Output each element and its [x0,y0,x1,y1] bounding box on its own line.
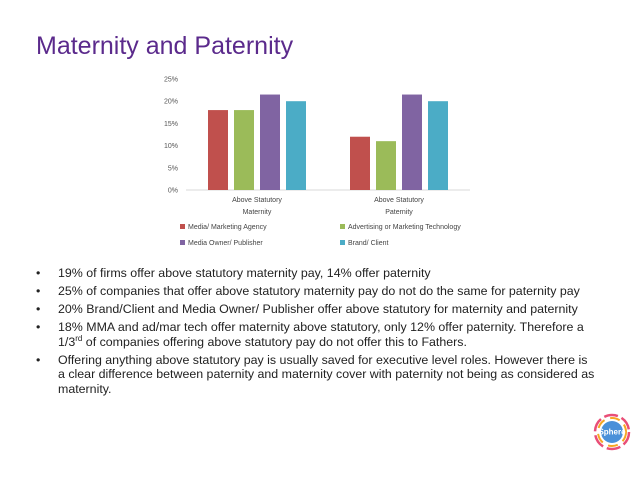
bar-maternity-series-1 [208,110,228,190]
y-tick-label: 20% [164,99,178,106]
y-tick-label: 0% [168,188,178,195]
bullet-text: 18% MMA and ad/mar tech offer maternity … [58,319,584,349]
legend-label: Advertising or Marketing Technology [348,224,461,231]
bullet-item: 18% MMA and ad/mar tech offer maternity … [36,320,596,349]
logo-text: Sphere [598,428,626,437]
bullet-text: 19% of firms offer above statutory mater… [58,266,431,280]
legend-label: Media/ Marketing Agency [188,224,267,231]
bar-chart: 0% 5% 10% 15% 20% 25% Above Statutory Maternity… [164,77,470,247]
bullet-list: 19% of firms offer above statutory mater… [36,266,596,400]
bar-maternity-series-2 [234,110,254,190]
bullet-text: 25% of companies that offer above statut… [58,283,580,298]
bullet-text: of companies offering above statutory pa… [82,334,467,349]
legend-swatch [180,224,185,229]
y-tick-label: 15% [164,121,178,128]
bar-paternity-series-2 [376,141,396,190]
bullet-item: 19% of firms offer above statutory mater… [36,266,596,281]
x-category-label: Maternity [243,209,272,216]
slide-title: Maternity and Paternity [36,32,294,60]
bar-paternity-series-3 [402,94,422,190]
legend-swatch [340,240,345,245]
legend-swatch [340,224,345,229]
x-category-label: Paternity [385,209,413,216]
bar-paternity-series-1 [350,136,370,190]
x-category-label: Above Statutory [374,197,424,204]
bullet-text: Offering anything above statutory pay is… [58,352,595,396]
legend-label: Brand/ Client [348,240,389,247]
bar-paternity-series-4 [428,101,448,190]
y-tick-label: 25% [164,77,178,84]
legend-label: Media Owner/ Publisher [188,240,263,247]
bar-maternity-series-3 [260,94,280,190]
bullet-text: 20% Brand/Client and Media Owner/ Publis… [58,301,578,316]
y-tick-label: 5% [168,165,178,172]
bar-maternity-series-4 [286,101,306,190]
bullet-item: 25% of companies that offer above statut… [36,284,596,299]
x-category-label: Above Statutory [232,197,282,204]
sphere-logo: Sphere [593,413,631,451]
bullet-superscript: rd [75,333,83,343]
y-tick-label: 10% [164,143,178,150]
logo-ring-orange [597,417,627,447]
bullet-item: Offering anything above statutory pay is… [36,353,596,397]
logo-core [601,421,623,443]
logo-ring-pink [593,413,631,451]
bullet-item: 20% Brand/Client and Media Owner/ Publis… [36,302,596,317]
legend-swatch [180,240,185,245]
